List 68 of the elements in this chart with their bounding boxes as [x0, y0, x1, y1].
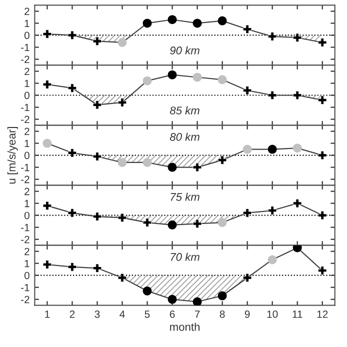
y-tick-label: -1: [21, 104, 30, 112]
y-tick-label: -2: [21, 56, 30, 64]
x-tick-label: 8: [220, 310, 225, 318]
x-axis-title: month: [170, 322, 200, 331]
y-tick-label: 0: [24, 212, 30, 220]
x-tick-label: 7: [194, 310, 200, 318]
y-tick-label: 1: [24, 140, 30, 148]
point: [268, 144, 277, 154]
point: [168, 70, 177, 80]
point: [168, 220, 177, 230]
y-tick-label: -2: [21, 296, 30, 304]
annotation: 70 km: [170, 252, 200, 261]
x-tick-label: 6: [170, 310, 175, 318]
point: [218, 218, 227, 228]
point: [42, 138, 52, 148]
annotation: 80 km: [170, 132, 200, 141]
point: [242, 144, 252, 154]
y-tick-label: 1: [24, 200, 30, 208]
point: [192, 297, 202, 306]
point: [192, 72, 202, 82]
y-tick-label: 1: [24, 80, 30, 88]
y-tick-label: 2: [24, 128, 30, 136]
x-tick-label: 11: [292, 310, 302, 318]
y-tick-label: -2: [21, 236, 30, 244]
y-axis-title: u [m/s/year]: [7, 127, 18, 184]
y-tick-label: 2: [24, 248, 30, 256]
point: [142, 76, 152, 86]
y-tick-label: 2: [24, 188, 30, 196]
y-tick-label: 0: [24, 32, 30, 40]
x-tick-label: 5: [144, 310, 150, 318]
point: [142, 18, 152, 28]
annotation: 85 km: [170, 106, 200, 114]
y-tick-label: 0: [24, 92, 30, 100]
point: [268, 255, 277, 264]
point: [192, 18, 202, 28]
y-tick-label: 2: [24, 68, 30, 76]
y-tick-label: 0: [24, 152, 30, 160]
point: [168, 294, 177, 304]
y-tick-label: -2: [21, 116, 30, 124]
x-tick-label: 10: [267, 310, 278, 318]
point: [168, 162, 177, 172]
y-tick-label: 1: [24, 20, 30, 27]
point: [142, 286, 152, 296]
point: [168, 15, 177, 24]
point: [218, 291, 227, 300]
point: [292, 144, 302, 153]
y-tick-label: -1: [21, 44, 30, 51]
annotation: 75 km: [170, 192, 200, 201]
y-tick-label: -1: [21, 164, 30, 172]
annotation: 90 km: [170, 46, 200, 54]
point: [218, 16, 227, 26]
x-tick-label: 3: [94, 310, 100, 318]
y-tick-label: 1: [24, 260, 30, 268]
x-tick-label: 9: [244, 310, 250, 318]
y-tick-label: -2: [21, 176, 30, 184]
x-tick-label: 2: [70, 310, 75, 318]
y-tick-label: -1: [21, 284, 30, 292]
point: [118, 158, 127, 167]
y-tick-label: 2: [24, 8, 30, 15]
point: [118, 38, 127, 47]
x-tick-label: 12: [317, 310, 328, 318]
point: [292, 245, 302, 252]
y-tick-label: 0: [24, 272, 30, 280]
x-tick-label: 4: [120, 310, 125, 318]
y-tick-label: -1: [21, 224, 30, 232]
x-tick-label: 1: [45, 310, 50, 318]
point: [218, 75, 227, 84]
point: [142, 158, 152, 167]
